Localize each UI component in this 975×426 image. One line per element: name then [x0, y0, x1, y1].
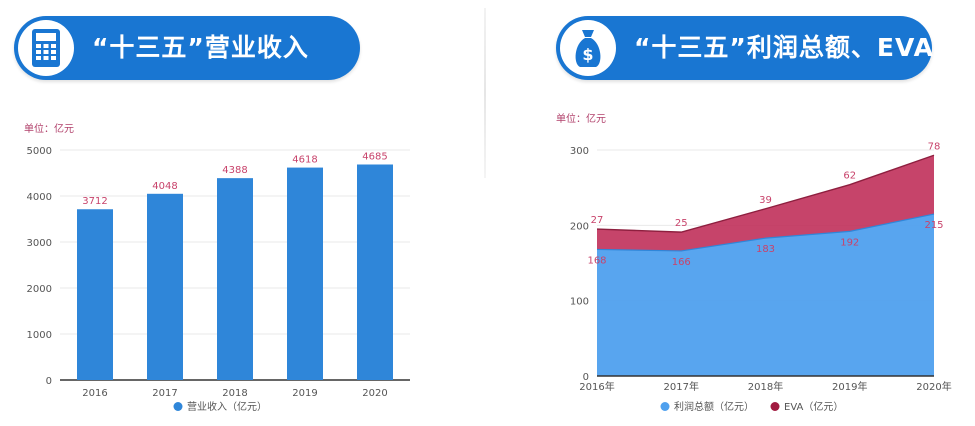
profit-data-label: 166 — [672, 257, 691, 268]
bar-data-label: 4618 — [292, 155, 317, 166]
bar-legend-label: 营业收入（亿元） — [187, 400, 267, 413]
eva-data-label: 27 — [591, 215, 604, 226]
eva-data-label: 25 — [675, 218, 688, 229]
profit-data-label: 168 — [587, 255, 606, 266]
area-y-tick-label: 300 — [570, 146, 589, 157]
bar-legend-marker — [173, 402, 183, 411]
profit-data-label: 183 — [756, 244, 775, 255]
revenue-banner: “十三五”营业收入 — [14, 16, 360, 80]
profit-banner-title: “十三五”利润总额、EVA — [634, 33, 934, 62]
bar — [77, 209, 113, 380]
profit-area — [597, 214, 934, 376]
bar — [357, 164, 393, 380]
bar — [147, 193, 183, 380]
area-x-tick-label: 2019年 — [832, 380, 867, 393]
bar-data-label: 4048 — [152, 181, 177, 192]
profit-unit-label: 单位：亿元 — [556, 114, 606, 125]
money-bag-icon: $ — [560, 20, 616, 76]
bar-data-label: 3712 — [82, 196, 107, 207]
bar-x-tick-label: 2020 — [362, 388, 387, 399]
bar — [287, 167, 323, 380]
eva-legend-marker — [770, 402, 780, 411]
area-x-tick-label: 2017年 — [664, 380, 699, 393]
svg-text:$: $ — [582, 45, 593, 64]
area-x-tick-label: 2018年 — [748, 380, 783, 393]
bar-data-label: 4685 — [362, 151, 387, 162]
bar-x-tick-label: 2018 — [222, 388, 247, 399]
revenue-panel: “十三五”营业收入 单位：亿元 0 1000 2000 3000 4000 5000 371… — [0, 0, 487, 426]
profit-legend-marker — [660, 402, 670, 411]
bar-x-tick-label: 2019 — [292, 388, 317, 399]
panel-divider — [484, 8, 486, 178]
revenue-banner-title: “十三五”营业收入 — [92, 33, 309, 62]
profit-banner: $ “十三五”利润总额、EVA — [556, 16, 934, 80]
bar-y-tick-label: 0 — [46, 376, 52, 387]
eva-data-label: 39 — [759, 195, 772, 206]
bar-y-tick-label: 4000 — [27, 192, 52, 203]
area-x-tick-label: 2020年 — [916, 380, 951, 393]
revenue-unit-label: 单位：亿元 — [24, 124, 74, 135]
profit-panel: $ “十三五”利润总额、EVA 单位：亿元 0 100 200 300 168 27 201… — [487, 0, 975, 426]
area-y-tick-label: 100 — [570, 297, 589, 308]
area-x-tick-label: 2016年 — [579, 380, 614, 393]
profit-data-label: 192 — [840, 237, 859, 248]
bar-y-tick-label: 2000 — [27, 284, 52, 295]
bar-x-tick-label: 2016 — [82, 388, 107, 399]
revenue-bar-chart: 0 1000 2000 3000 4000 5000 3712 2016 4048 2017 438… — [27, 146, 410, 413]
profit-data-label: 215 — [924, 220, 943, 231]
bar — [217, 178, 253, 380]
eva-data-label: 78 — [928, 141, 941, 152]
eva-data-label: 62 — [843, 171, 856, 182]
bar-data-label: 4388 — [222, 165, 247, 176]
profit-legend-label: 利润总额（亿元） — [674, 400, 754, 413]
profit-line — [596, 213, 935, 252]
area-y-tick-label: 200 — [570, 221, 589, 232]
eva-area — [597, 155, 934, 251]
bar-y-tick-label: 3000 — [27, 238, 52, 249]
profit-area-chart: 0 100 200 300 168 27 2016年 166 25 2017年 183 39 2018年… — [570, 141, 952, 413]
calculator-icon — [18, 20, 74, 76]
bar-x-tick-label: 2017 — [152, 388, 177, 399]
bar-y-tick-label: 1000 — [27, 330, 52, 341]
area-y-tick-label: 0 — [583, 372, 589, 383]
eva-line — [596, 154, 935, 233]
bar-y-tick-label: 5000 — [27, 146, 52, 157]
eva-legend-label: EVA（亿元） — [784, 400, 843, 413]
